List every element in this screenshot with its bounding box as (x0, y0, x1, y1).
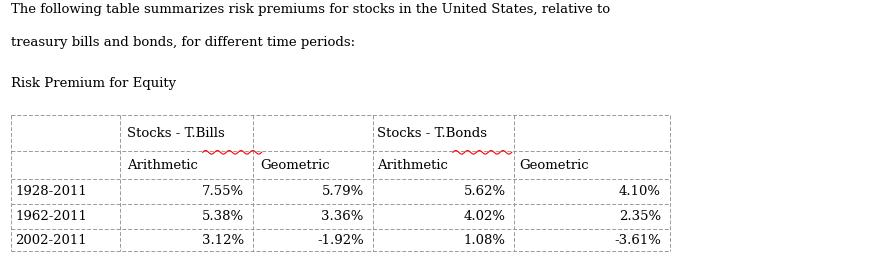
Text: Risk Premium for Equity: Risk Premium for Equity (11, 77, 175, 90)
Text: treasury bills and bonds, for different time periods:: treasury bills and bonds, for different … (11, 36, 354, 49)
Text: 2.35%: 2.35% (618, 210, 660, 223)
Text: 1.08%: 1.08% (463, 233, 505, 247)
Text: 3.12%: 3.12% (202, 233, 244, 247)
Text: 5.62%: 5.62% (463, 185, 505, 198)
Text: Geometric: Geometric (260, 159, 329, 172)
Text: 3.36%: 3.36% (321, 210, 363, 223)
Text: The following table summarizes risk premiums for stocks in the United States, re: The following table summarizes risk prem… (11, 3, 609, 16)
Text: 4.02%: 4.02% (463, 210, 505, 223)
Text: Stocks - T.Bonds: Stocks - T.Bonds (377, 127, 486, 140)
Text: -1.92%: -1.92% (316, 233, 363, 247)
Text: 1928-2011: 1928-2011 (15, 185, 87, 198)
Text: 5.79%: 5.79% (321, 185, 363, 198)
Text: 2002-2011: 2002-2011 (15, 233, 87, 247)
Text: Arithmetic: Arithmetic (127, 159, 198, 172)
Text: Geometric: Geometric (518, 159, 587, 172)
Text: 4.10%: 4.10% (618, 185, 660, 198)
Text: 5.38%: 5.38% (202, 210, 244, 223)
Text: Arithmetic: Arithmetic (377, 159, 447, 172)
Text: 7.55%: 7.55% (202, 185, 244, 198)
Text: Stocks - T.Bills: Stocks - T.Bills (127, 127, 224, 140)
Text: -3.61%: -3.61% (613, 233, 660, 247)
Text: 1962-2011: 1962-2011 (15, 210, 87, 223)
